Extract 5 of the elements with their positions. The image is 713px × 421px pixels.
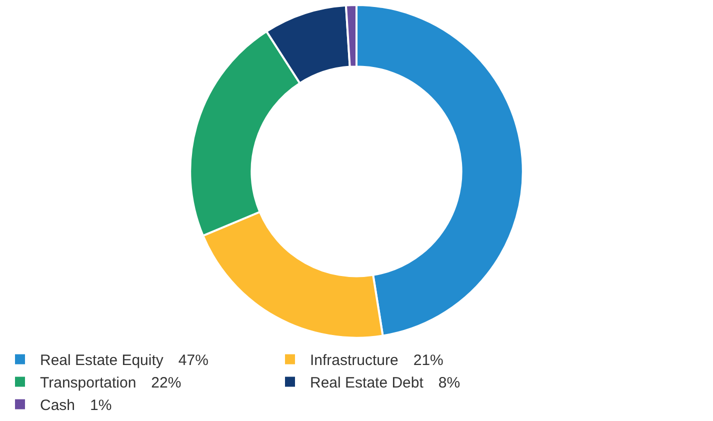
- legend-label: Real Estate Debt 8%: [310, 374, 460, 392]
- legend-label: Cash 1%: [40, 397, 112, 414]
- legend-label: Transportation 22%: [40, 374, 182, 392]
- legend-label: Infrastructure 21%: [310, 352, 444, 370]
- legend-label: Real Estate Equity 47%: [40, 352, 208, 370]
